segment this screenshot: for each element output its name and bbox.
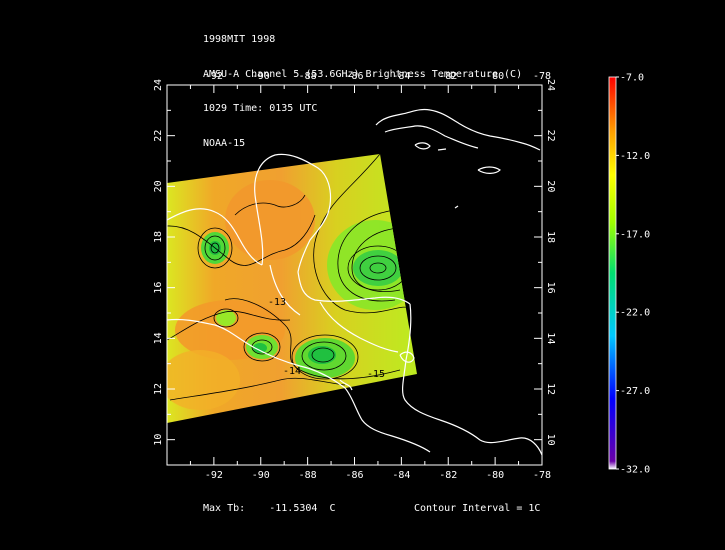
lon-tick-label: -84 bbox=[392, 470, 410, 481]
colorbar-labels: -7.0 -12.0 -17.0 -22.0 -27.0 -32.0 bbox=[616, 73, 650, 476]
lat-tick-label: 20 bbox=[153, 180, 164, 192]
lon-tick-label: -90 bbox=[252, 71, 270, 82]
lat-tick-label: 18 bbox=[153, 231, 164, 243]
yucatan-peninsula bbox=[254, 153, 332, 273]
colorbar-tick-label: -7.0 bbox=[620, 73, 644, 84]
title-line-1: 1998MIT 1998 bbox=[203, 34, 276, 45]
colorbar-tick-label: -12.0 bbox=[620, 151, 650, 162]
max-tb-label: Max Tb: bbox=[203, 503, 246, 514]
lat-tick-label: 16 bbox=[153, 282, 164, 294]
yucatan-gulf-coast bbox=[167, 208, 263, 266]
colorbar-tick-label: -32.0 bbox=[620, 465, 650, 476]
colorbar-tick-label: -27.0 bbox=[620, 386, 650, 397]
contour-interval-text: Contour Interval = 1C bbox=[414, 503, 541, 514]
contour-label-15: -15 bbox=[367, 369, 385, 380]
max-tb-value: -11.5304 bbox=[269, 503, 318, 514]
lake-nicaragua bbox=[399, 351, 415, 363]
lat-tick-label: 18 bbox=[545, 231, 556, 243]
lat-tick-label: 24 bbox=[153, 79, 164, 91]
max-tb-unit: C bbox=[329, 503, 336, 514]
nicaragua-costa-rica-caribbean bbox=[401, 303, 441, 421]
lat-tick-label: 10 bbox=[153, 434, 164, 446]
lat-tick-label: 14 bbox=[153, 332, 164, 344]
honduras-border bbox=[319, 301, 399, 353]
panama-colombia bbox=[439, 419, 542, 456]
lon-tick-label: -90 bbox=[252, 470, 270, 481]
colorbar-tick-label: -22.0 bbox=[620, 308, 650, 319]
lat-tick-label: 16 bbox=[545, 282, 556, 294]
axis-ticks bbox=[166, 84, 543, 466]
title-line-3: 1029 Time: 0135 UTC bbox=[203, 103, 318, 114]
lon-tick-label: -82 bbox=[439, 71, 457, 82]
cuba bbox=[375, 108, 541, 151]
title-line-4: NOAA-15 bbox=[203, 137, 246, 149]
cuba-south bbox=[384, 125, 479, 149]
belize-honduras-coast bbox=[297, 271, 411, 305]
title-block: 1998MIT 1998 AMSU-A Channel 5 (53.6GHz) … bbox=[203, 11, 522, 161]
lon-tick-label: -78 bbox=[533, 470, 551, 481]
max-tb-readout: Max Tb: -11.5304 C bbox=[203, 503, 336, 514]
lon-tick-label: -88 bbox=[299, 71, 317, 82]
pacific-coast bbox=[167, 318, 431, 453]
lon-tick-label: -92 bbox=[205, 71, 223, 82]
lon-tick-label: -84 bbox=[392, 71, 410, 82]
lon-tick-label: -80 bbox=[486, 470, 504, 481]
lon-tick-label: -82 bbox=[439, 470, 457, 481]
lat-tick-label: 22 bbox=[153, 130, 164, 142]
lat-tick-label: 24 bbox=[545, 79, 556, 91]
axis-tick-labels: -92 -92 -90 -90 -88 -88 -86 -86 -84 -84 -82 -82 -80 -… bbox=[153, 71, 556, 481]
lon-tick-label: -86 bbox=[345, 470, 363, 481]
lon-tick-label: -78 bbox=[533, 71, 551, 82]
jamaica bbox=[477, 166, 501, 174]
lat-tick-label: 10 bbox=[545, 434, 556, 446]
lat-tick-label: 12 bbox=[153, 383, 164, 395]
colorbar bbox=[608, 76, 617, 470]
contour-label-14: -14 bbox=[283, 366, 301, 377]
cayman bbox=[437, 148, 447, 151]
contour-label-13: -13 bbox=[268, 297, 286, 308]
lat-tick-label: 12 bbox=[545, 383, 556, 395]
isle-of-youth bbox=[414, 142, 431, 150]
san-andres bbox=[454, 205, 459, 209]
colorbar-tick-label: -17.0 bbox=[620, 229, 650, 240]
brightness-swath bbox=[167, 154, 417, 423]
lat-tick-label: 20 bbox=[545, 180, 556, 192]
coastlines bbox=[167, 108, 542, 456]
lon-tick-label: -92 bbox=[205, 470, 223, 481]
lat-tick-label: 14 bbox=[545, 332, 556, 344]
title-line-2: AMSU-A Channel 5 (53.6GHz) Brightness Te… bbox=[203, 68, 523, 80]
gulf-of-fonseca bbox=[339, 379, 353, 391]
lon-tick-label: -88 bbox=[299, 470, 317, 481]
lat-tick-label: 22 bbox=[545, 130, 556, 142]
lon-tick-label: -86 bbox=[345, 71, 363, 82]
lon-tick-label: -80 bbox=[486, 71, 504, 82]
guatemala-border bbox=[269, 264, 301, 316]
